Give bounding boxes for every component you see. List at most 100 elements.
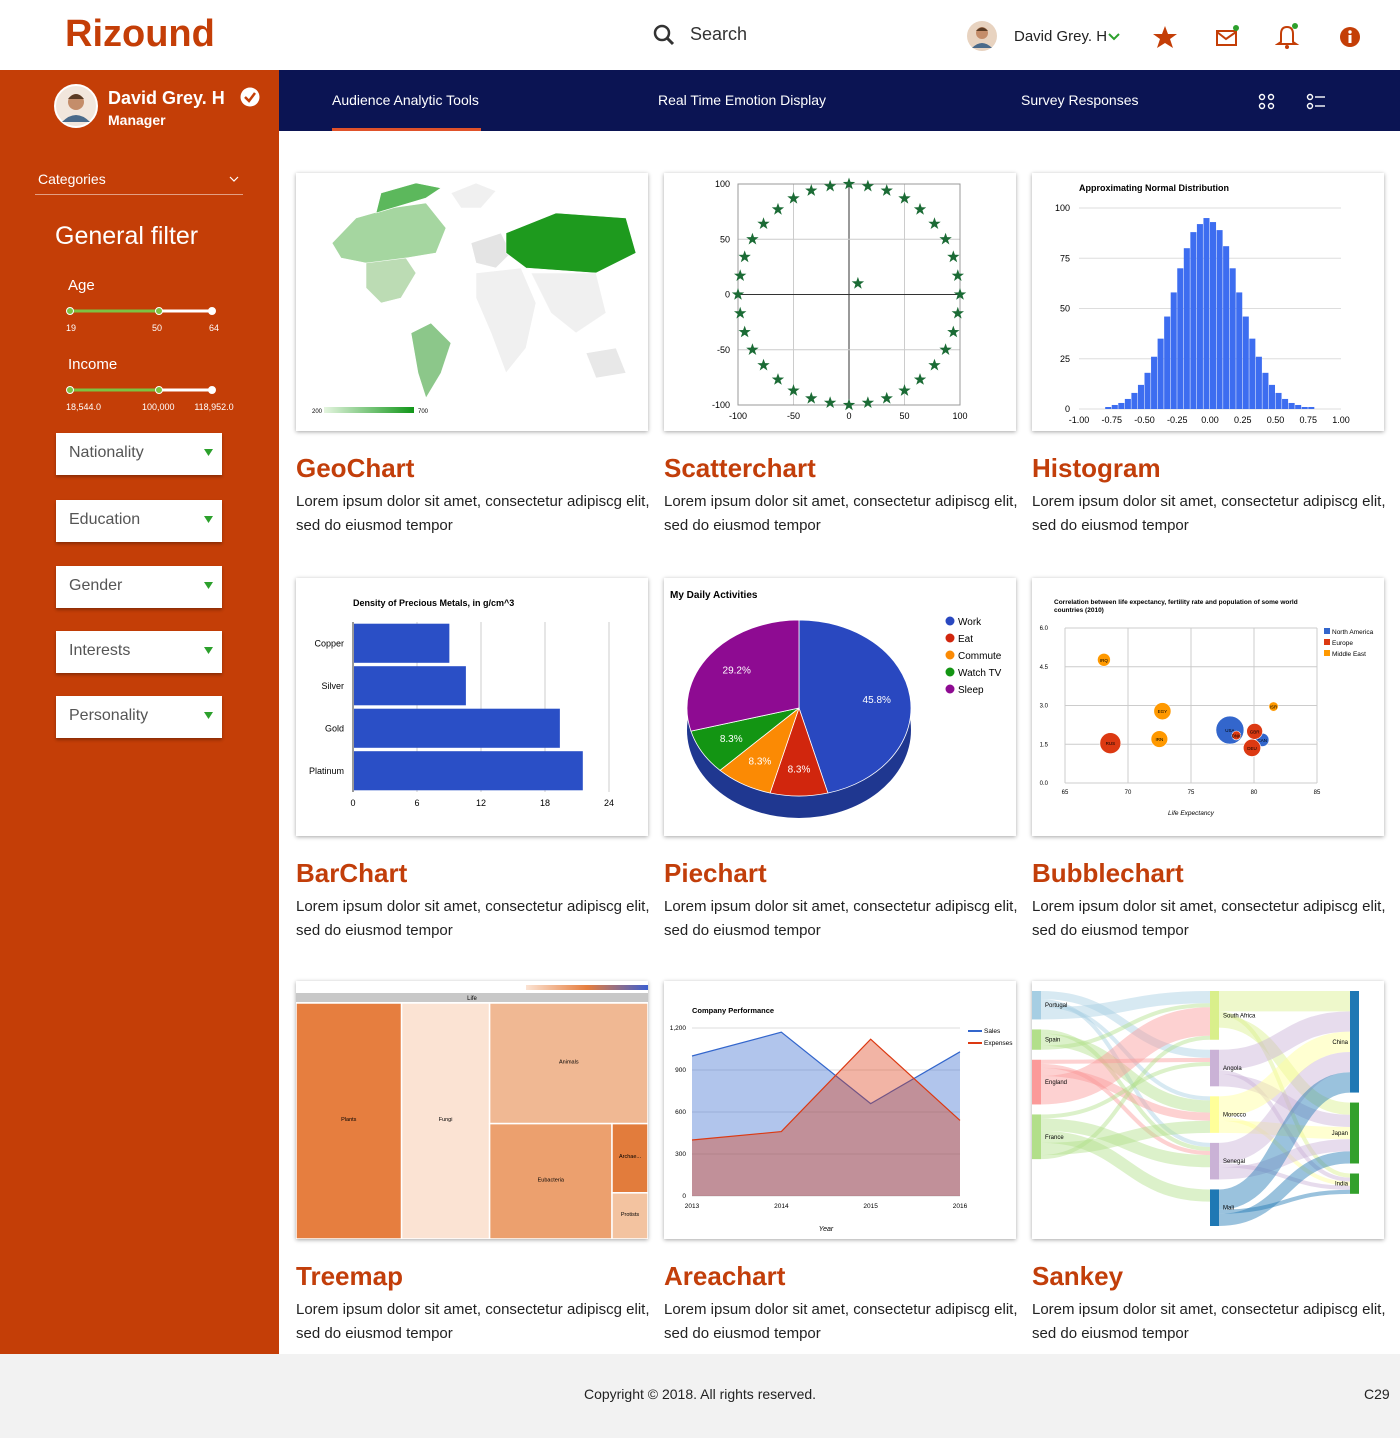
point <box>939 232 952 245</box>
link <box>1040 1029 1211 1152</box>
x-tick-label: 80 <box>1251 790 1258 796</box>
slider[interactable] <box>62 383 222 397</box>
card-title[interactable]: GeoChart <box>296 453 415 483</box>
point <box>861 179 875 192</box>
dropdown[interactable]: Interests <box>56 631 222 673</box>
nav-tab[interactable]: Survey Responses <box>1021 92 1139 108</box>
avatar[interactable] <box>966 20 998 52</box>
dropdown-arrow[interactable] <box>204 449 214 457</box>
node-label: Spain <box>1045 1038 1060 1044</box>
dropdown-label[interactable]: Interests <box>69 642 131 659</box>
chevron[interactable] <box>1108 32 1120 42</box>
card-title[interactable]: Histogram <box>1032 453 1161 483</box>
chart-card[interactable]: Company Performance 0 300 600 900 1,200 2013 20… <box>664 981 1016 1239</box>
dropdown-label[interactable]: Education <box>69 511 141 528</box>
dropdown[interactable]: Gender <box>56 566 222 608</box>
point <box>898 384 911 396</box>
country <box>585 347 627 379</box>
link <box>1040 1130 1211 1202</box>
dropdown-arrow[interactable] <box>204 516 214 524</box>
card-title[interactable]: Areachart <box>664 1261 786 1291</box>
dropdown-label[interactable]: Gender <box>69 577 123 594</box>
slider-handle[interactable] <box>208 307 216 315</box>
root-label: Life <box>467 996 477 1002</box>
legend-gradient <box>324 407 414 413</box>
y-tick-label: 0 <box>682 1193 686 1200</box>
notification-icon[interactable] <box>1275 22 1301 50</box>
line <box>691 1031 961 1105</box>
slider-handle[interactable] <box>208 386 216 394</box>
chart-card[interactable]: My Daily Activities 45.8% 8.3% 8.3% 8.3% 29.2… <box>664 578 1016 836</box>
slider-label: Age <box>68 277 95 294</box>
chart-card[interactable]: Density of Precious Metals, in g/cm^3 0 6 1… <box>296 578 648 836</box>
chart: -100 -50 0 50 100 -100 -50 0 50 100 <box>712 177 968 421</box>
grid-view-icon[interactable] <box>1258 93 1276 111</box>
slider-handle[interactable] <box>66 386 74 394</box>
x-tick-label: -100 <box>729 411 747 421</box>
chart-card[interactable]: Life Plants Fungi Animals Eubacteria Archae..… <box>296 981 648 1239</box>
slider-handle[interactable] <box>155 307 163 315</box>
chart-card[interactable]: Portugal Spain England France South Africa An… <box>1032 981 1384 1239</box>
mail-icon[interactable] <box>1214 24 1240 50</box>
search-input[interactable]: Search <box>690 24 748 44</box>
slider-min: 19 <box>66 323 77 333</box>
link <box>1218 1139 1351 1180</box>
list-view-icon[interactable] <box>1306 93 1326 111</box>
card-title[interactable]: Bubblechart <box>1032 858 1184 888</box>
slider-handle[interactable] <box>66 307 74 315</box>
bar <box>354 666 466 706</box>
dropdown-label[interactable]: Nationality <box>69 444 144 461</box>
chart-card[interactable]: 65 70 75 80 85 0.0 1.5 3.0 4.5 6.0 Life Expectancy… <box>1032 578 1384 836</box>
user-name[interactable]: David Grey. H <box>1014 28 1108 45</box>
nav-tab[interactable]: Real Time Emotion Display <box>658 92 827 108</box>
legend-label: North America <box>1332 629 1374 636</box>
card-title[interactable]: Treemap <box>296 1261 403 1291</box>
chart-card[interactable]: Approximating Normal Distribution 0 25 50 75… <box>1032 173 1384 431</box>
chart-card[interactable]: -100 -50 0 50 100 -100 -50 0 50 100 <box>664 173 1016 431</box>
dropdown[interactable]: Nationality <box>56 433 222 475</box>
legend-label: Sales <box>984 1028 1001 1035</box>
slider[interactable] <box>62 304 222 318</box>
node-label: India <box>1335 1182 1349 1188</box>
info-icon[interactable] <box>1339 26 1361 48</box>
dropdown-arrow[interactable] <box>204 647 214 655</box>
link <box>1218 1011 1351 1178</box>
dropdown[interactable]: Personality <box>56 696 222 738</box>
nav-tab[interactable]: Audience Analytic Tools <box>332 92 479 108</box>
node <box>1210 1049 1219 1087</box>
country <box>530 272 607 334</box>
node-label: China <box>1332 1040 1348 1046</box>
legend-swatch <box>945 667 955 677</box>
point <box>731 288 745 300</box>
x-tick-label: 2015 <box>863 1203 878 1210</box>
card-title[interactable]: Scatterchart <box>664 453 816 483</box>
arrow <box>204 516 213 523</box>
dropdown[interactable]: Education <box>56 500 222 542</box>
chart-card[interactable]: 200 700 <box>296 173 648 431</box>
card-description: Lorem ipsum dolor sit amet, consectetur … <box>1032 898 1386 939</box>
bar <box>1137 384 1144 409</box>
bar <box>1144 372 1151 409</box>
card-title[interactable]: Piechart <box>664 858 767 888</box>
link <box>1040 991 1211 1020</box>
dropdown-arrow[interactable] <box>204 582 214 590</box>
footer <box>0 1354 1400 1438</box>
card-title[interactable]: Sankey <box>1032 1261 1124 1291</box>
categories-select[interactable]: Categories <box>38 171 106 187</box>
card-title[interactable]: BarChart <box>296 858 408 888</box>
dropdown-label[interactable]: Personality <box>69 707 149 724</box>
chart-title: Density of Precious Metals, in g/cm^3 <box>353 598 514 608</box>
favorites-icon[interactable] <box>1152 25 1178 49</box>
bar <box>354 708 560 748</box>
node-label: France <box>1045 1135 1064 1141</box>
chevron[interactable] <box>229 176 239 184</box>
arrow <box>204 647 213 654</box>
legend-swatch <box>945 650 955 660</box>
node <box>1210 991 1219 1040</box>
slider-handle[interactable] <box>155 386 163 394</box>
logo[interactable]: Rizound <box>65 13 215 55</box>
node-label: Japan <box>1332 1131 1348 1137</box>
dropdown-arrow[interactable] <box>204 712 214 720</box>
search-icon[interactable] <box>650 22 678 50</box>
card-description: Lorem ipsum dolor sit amet, consectetur … <box>296 1301 650 1342</box>
